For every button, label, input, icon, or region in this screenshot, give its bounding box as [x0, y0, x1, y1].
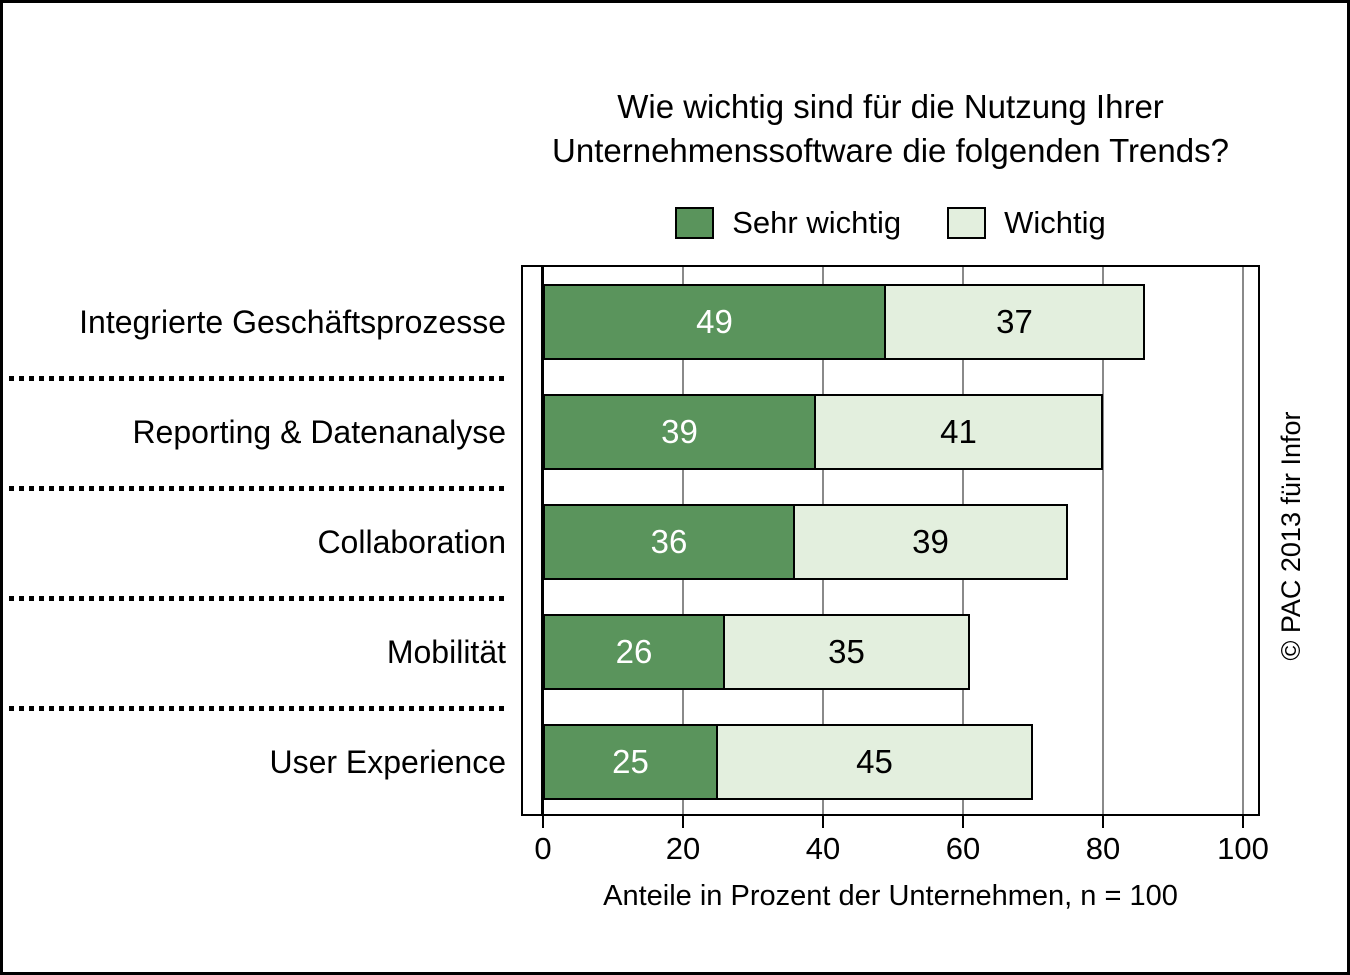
bar-value-reporting-datenanalyse-sehr-wichtig: 39: [661, 413, 698, 450]
bar-segment-collaboration-sehr-wichtig: 36: [543, 504, 795, 580]
bar-segment-mobilit-t-sehr-wichtig: 26: [543, 614, 725, 690]
category-label-integrierte-gesch-ftsprozesse: Integrierte Geschäftsprozesse: [79, 304, 506, 340]
category-label-collaboration: Collaboration: [317, 524, 506, 560]
legend-label-wichtig: Wichtig: [1004, 205, 1106, 240]
category-label-mobilit-t: Mobilität: [386, 634, 506, 670]
bar-segment-reporting-datenanalyse-wichtig: 41: [814, 394, 1103, 470]
legend: Sehr wichtig Wichtig: [423, 204, 1347, 242]
bar-segment-reporting-datenanalyse-sehr-wichtig: 39: [543, 394, 816, 470]
legend-item-sehr-wichtig: Sehr wichtig: [675, 205, 901, 241]
bar-value-collaboration-sehr-wichtig: 36: [650, 523, 688, 560]
chart-title: Wie wichtig sind für die Nutzung Ihrer U…: [423, 85, 1347, 173]
bar-value-reporting-datenanalyse-wichtig: 41: [940, 413, 977, 450]
x-axis-title: Anteile in Prozent der Unternehmen, n = …: [603, 880, 1178, 912]
gridline-80: [1102, 267, 1104, 814]
chart-title-line1: Wie wichtig sind für die Nutzung Ihrer: [617, 88, 1164, 125]
bar-value-integrierte-gesch-ftsprozesse-sehr-wichtig: 49: [696, 303, 733, 340]
x-tick-label-0: 0: [534, 831, 552, 866]
legend-swatch-sehr-wichtig: [675, 207, 715, 239]
y-axis-line: [541, 267, 544, 814]
bar-value-user-experience-wichtig: 45: [856, 743, 893, 780]
bar-segment-collaboration-wichtig: 39: [793, 504, 1068, 580]
bar-segment-user-experience-wichtig: 45: [716, 724, 1033, 800]
bar-segment-mobilit-t-wichtig: 35: [723, 614, 970, 690]
x-tick-60: [962, 816, 964, 828]
bar-segment-user-experience-sehr-wichtig: 25: [543, 724, 718, 800]
x-tick-20: [682, 816, 684, 828]
x-tick-label-20: 20: [665, 831, 701, 866]
bar-value-user-experience-sehr-wichtig: 25: [612, 743, 649, 780]
gridline-100: [1242, 267, 1244, 814]
bar-segment-integrierte-gesch-ftsprozesse-wichtig: 37: [884, 284, 1145, 360]
bar-value-integrierte-gesch-ftsprozesse-wichtig: 37: [996, 303, 1033, 340]
x-tick-100: [1242, 816, 1244, 828]
legend-swatch-wichtig: [947, 207, 987, 239]
copyright-note: © PAC 2013 für Infor: [1276, 411, 1306, 661]
x-tick-40: [822, 816, 824, 828]
category-separator: [9, 486, 506, 491]
legend-item-wichtig: Wichtig: [947, 205, 1106, 241]
x-tick-0: [542, 816, 544, 828]
x-tick-label-100: 100: [1217, 831, 1269, 866]
x-tick-label-40: 40: [805, 831, 841, 866]
bar-value-mobilit-t-sehr-wichtig: 26: [615, 633, 653, 670]
legend-label-sehr-wichtig: Sehr wichtig: [732, 205, 902, 240]
plot-area: 49 37 39 41 36 39 26 35 25 45: [521, 265, 1260, 816]
x-tick-80: [1102, 816, 1104, 828]
category-separator: [9, 376, 506, 381]
category-label-user-experience: User Experience: [269, 744, 506, 780]
category-separator: [9, 706, 506, 711]
bar-value-mobilit-t-wichtig: 35: [828, 633, 865, 670]
chart-title-line2: Unternehmenssoftware die folgenden Trend…: [552, 132, 1229, 169]
x-tick-label-60: 60: [945, 831, 981, 866]
category-separator: [9, 596, 506, 601]
category-label-reporting-datenanalyse: Reporting & Datenanalyse: [132, 414, 506, 450]
bar-value-collaboration-wichtig: 39: [912, 523, 949, 560]
bar-segment-integrierte-gesch-ftsprozesse-sehr-wichtig: 49: [543, 284, 886, 360]
x-tick-label-80: 80: [1085, 831, 1121, 866]
